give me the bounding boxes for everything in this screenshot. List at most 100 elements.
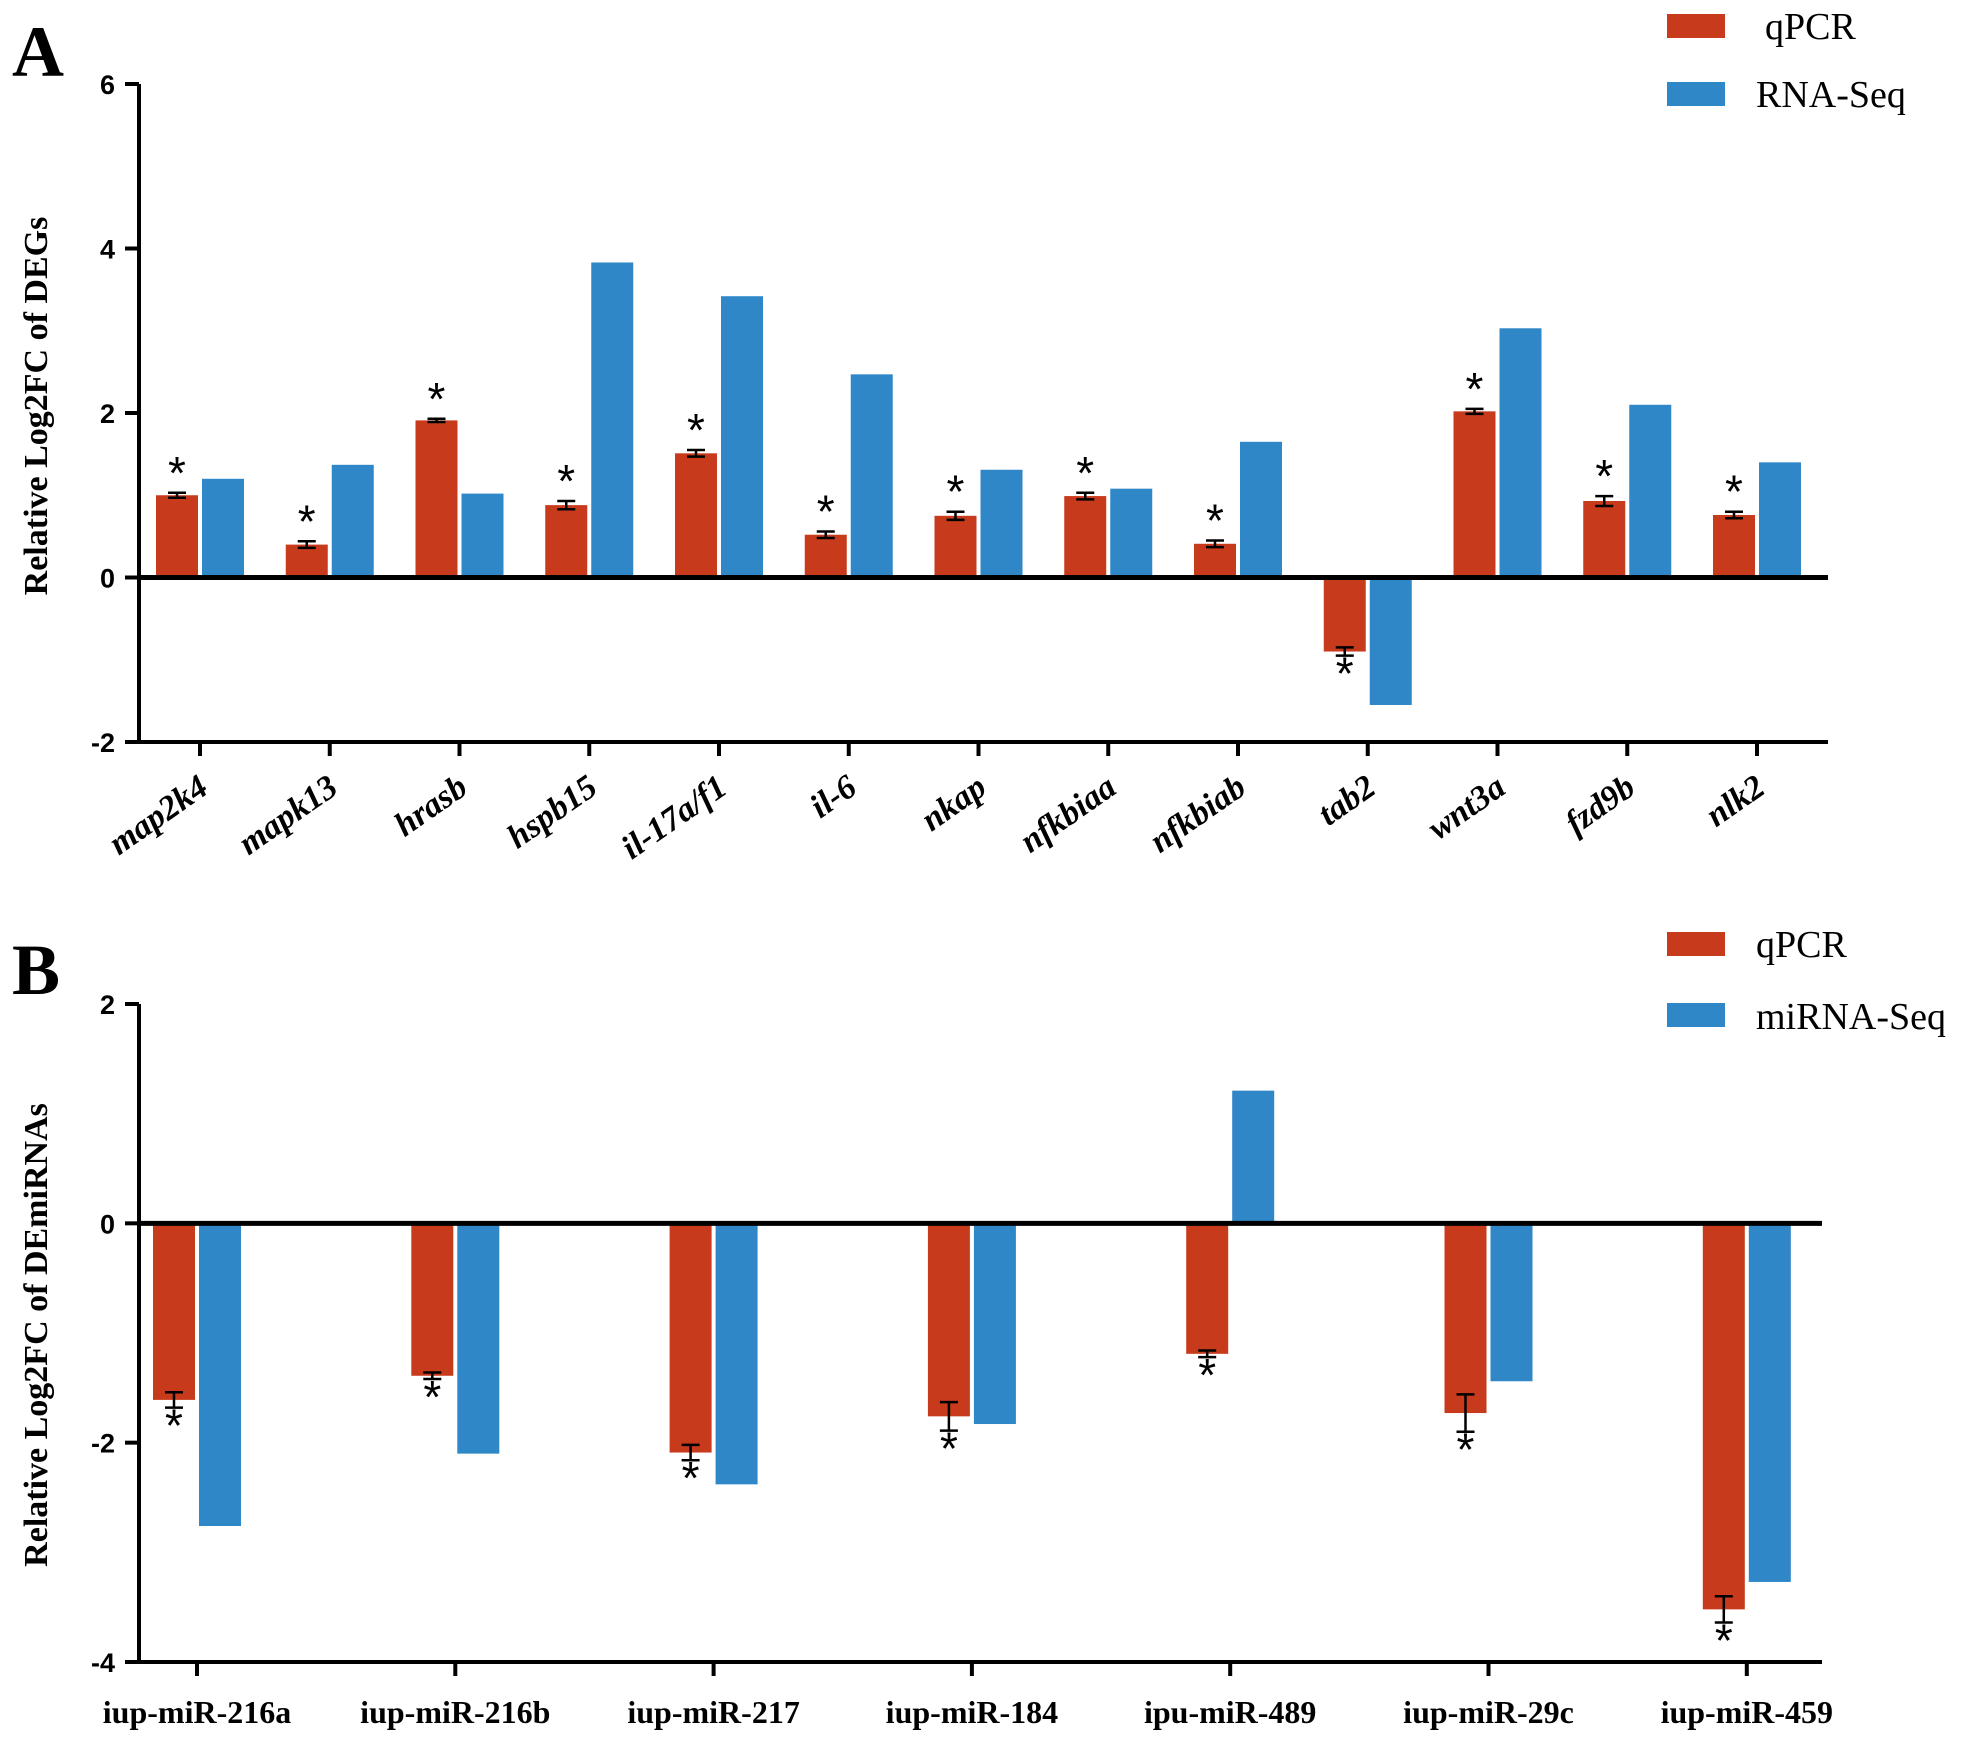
bar-rna-seq-nlk2: [1759, 462, 1801, 578]
significance-marker: *: [1715, 1615, 1733, 1667]
significance-marker: *: [298, 495, 316, 547]
bar-mirna-seq-iup-mir-184: [973, 1223, 1016, 1425]
significance-marker: *: [168, 447, 186, 499]
significance-marker: *: [1198, 1349, 1216, 1401]
error-bar-qpcr-iup-mir-216a: [165, 1390, 183, 1409]
panel-a-bars: * * * * * * * * * * * * *: [139, 262, 1828, 705]
significance-marker: *: [682, 1452, 700, 1504]
significance-marker: *: [1595, 450, 1613, 502]
bar-rna-seq-mapk13: [331, 464, 374, 578]
legend-swatch-qpcr: [1667, 14, 1725, 38]
error-bar-qpcr-mapk13: [297, 540, 316, 550]
error-bar-qpcr-nkap: [946, 510, 965, 522]
error-bar-qpcr-wnt3a: [1465, 407, 1484, 416]
category-label-nfkbiaa: nfkbiaa: [1013, 768, 1122, 860]
category-label-nfkbiab: nfkbiab: [1143, 768, 1252, 860]
category-label-mapk13: mapk13: [232, 768, 345, 862]
category-label-hrasb: hrasb: [388, 768, 474, 844]
category-label-il-6: il-6: [803, 768, 863, 825]
bar-qpcr-iup-mir-184: [927, 1223, 970, 1417]
error-bar-qpcr-il-17a-f1: [687, 448, 705, 458]
significance-marker: *: [940, 1423, 958, 1475]
y-tick-label: -2: [91, 728, 115, 758]
bar-qpcr-il-17a-f1: [675, 453, 717, 578]
bar-mirna-seq-iup-mir-29c: [1490, 1223, 1533, 1382]
bar-rna-seq-wnt3a: [1499, 328, 1542, 578]
panel-a-letter: A: [12, 12, 64, 92]
error-bar-qpcr-il-6: [816, 530, 835, 540]
panel-b-bars: * * * * * * *: [139, 1090, 1822, 1667]
category-label-nlk2: nlk2: [1699, 768, 1771, 834]
y-tick-label: -2: [91, 1429, 115, 1459]
category-label-iup-mir-216b: iup-miR-216b: [360, 1694, 550, 1730]
category-label-iup-mir-216a: iup-miR-216a: [103, 1694, 291, 1730]
bar-mirna-seq-iup-mir-459: [1748, 1223, 1791, 1582]
category-label-fzd9b: fzd9b: [1559, 768, 1642, 842]
panel-a-y-axis-label: Relative Log2FC of DEGs: [18, 217, 55, 596]
error-bar-qpcr-fzd9b: [1595, 494, 1614, 508]
significance-marker: *: [1457, 1424, 1475, 1476]
legend-label-qpcr: qPCR: [1765, 6, 1856, 48]
bar-qpcr-iup-mir-216b: [411, 1223, 454, 1376]
bar-mirna-seq-ipu-mir-489: [1232, 1090, 1275, 1224]
legend-label-mirna-seq: miRNA-Seq: [1756, 996, 1946, 1038]
bar-qpcr-ipu-mir-489: [1186, 1223, 1229, 1354]
y-tick-label: -4: [91, 1648, 115, 1678]
panel-b: B Relative Log2FC of DEmiRNAs -4-202 ***…: [12, 924, 1946, 1730]
bar-qpcr-hspb15: [545, 505, 588, 578]
bar-qpcr-map2k4: [156, 495, 198, 578]
significance-marker: *: [1076, 447, 1094, 499]
panel-b-legend: qPCR miRNA-Seq: [1667, 924, 1946, 1038]
category-label-iup-mir-29c: iup-miR-29c: [1403, 1694, 1574, 1730]
error-bar-qpcr-iup-mir-216b: [423, 1371, 442, 1381]
bar-qpcr-fzd9b: [1583, 501, 1626, 578]
bar-rna-seq-hspb15: [591, 262, 634, 578]
significance-marker: *: [1206, 494, 1224, 546]
bar-qpcr-nfkbiaa: [1064, 496, 1107, 578]
significance-marker: *: [428, 373, 446, 425]
significance-marker: *: [423, 1371, 441, 1423]
y-tick-label: 0: [100, 564, 115, 594]
panel-a-legend: qPCR RNA-Seq: [1667, 6, 1906, 116]
bar-qpcr-iup-mir-216a: [153, 1223, 195, 1400]
panel-b-letter: B: [12, 930, 60, 1010]
bar-qpcr-iup-mir-217: [669, 1223, 712, 1453]
legend-swatch-qpcr: [1667, 932, 1725, 956]
bar-rna-seq-tab2: [1369, 577, 1412, 705]
category-label-ipu-mir-489: ipu-miR-489: [1144, 1694, 1316, 1730]
y-tick-label: 4: [100, 235, 115, 265]
y-tick-label: 2: [100, 990, 115, 1020]
category-label-nkap: nkap: [915, 768, 993, 838]
error-bar-qpcr-nfkbiab: [1206, 539, 1224, 549]
error-bar-qpcr-hspb15: [557, 499, 576, 511]
significance-marker: *: [687, 404, 705, 456]
category-label-iup-mir-459: iup-miR-459: [1661, 1694, 1833, 1730]
panel-b-axes: -4 -2 0 2: [91, 990, 1822, 1678]
error-bar-qpcr-iup-mir-459: [1714, 1594, 1733, 1624]
y-tick-label: 6: [100, 70, 115, 100]
significance-marker: *: [165, 1400, 183, 1452]
category-label-hspb15: hspb15: [501, 768, 604, 856]
error-bar-qpcr-ipu-mir-489: [1198, 1349, 1217, 1359]
category-label-tab2: tab2: [1312, 768, 1383, 833]
error-bar-qpcr-map2k4: [168, 491, 186, 499]
significance-marker: *: [557, 455, 575, 507]
category-label-il-17a-f1: il-17a/f1: [615, 768, 734, 867]
bar-rna-seq-nfkbiab: [1240, 441, 1282, 578]
bar-qpcr-iup-mir-29c: [1444, 1223, 1487, 1414]
bar-qpcr-tab2: [1323, 577, 1366, 652]
significance-marker: *: [1336, 648, 1354, 700]
error-bar-qpcr-iup-mir-217: [681, 1443, 700, 1462]
category-label-iup-mir-184: iup-miR-184: [886, 1694, 1058, 1730]
category-label-map2k4: map2k4: [102, 768, 215, 862]
panel-a-axes: -2 0 2 4 6: [91, 70, 1828, 758]
error-bar-qpcr-hrasb: [427, 417, 446, 424]
legend-label-rna-seq: RNA-Seq: [1756, 74, 1906, 116]
significance-marker: *: [817, 485, 835, 537]
significance-marker: *: [1725, 466, 1743, 518]
significance-marker: *: [947, 466, 965, 518]
y-tick-label: 2: [100, 399, 115, 429]
error-bar-qpcr-nlk2: [1725, 510, 1743, 520]
legend-label-qpcr: qPCR: [1756, 924, 1847, 966]
significance-marker: *: [1466, 363, 1484, 415]
